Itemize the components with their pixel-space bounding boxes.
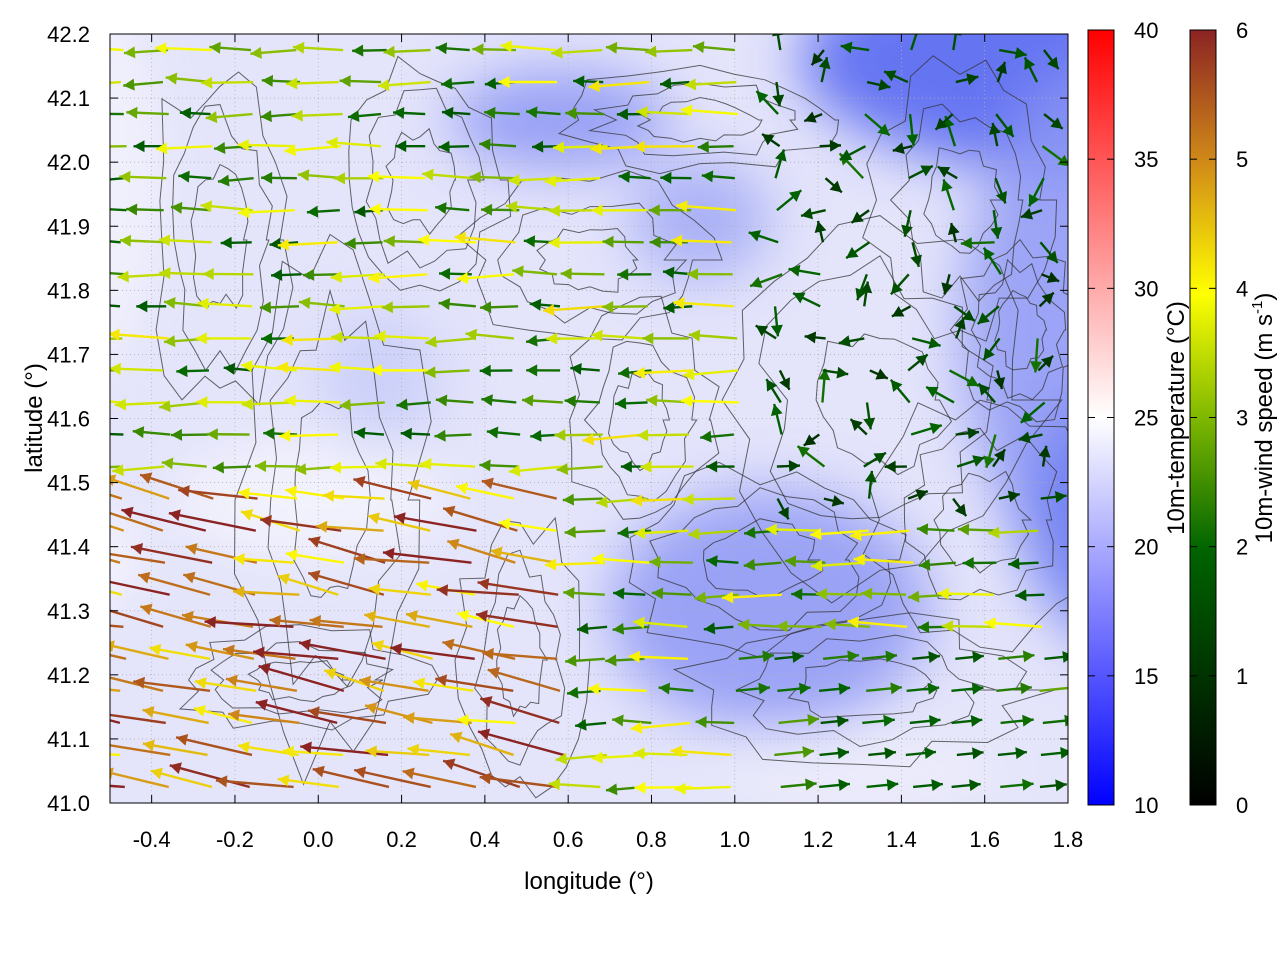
colorbar-tick-label: 20 [1134, 535, 1158, 560]
wind-arrow-head [38, 775, 49, 787]
x-axis-label: longitude (°) [524, 868, 654, 895]
y-tick-label: 41.5 [47, 471, 90, 496]
wind-arrow-head [94, 428, 105, 440]
x-tick-label: 1.6 [969, 827, 1000, 852]
colorbar-tick-label: 2 [1236, 535, 1248, 560]
wind-arrow-head [89, 235, 100, 247]
wind-arrow-head [86, 573, 98, 585]
y-tick-label: 42.1 [47, 86, 90, 111]
wind-arrow-head [89, 108, 100, 120]
x-tick-label: 0.4 [470, 827, 501, 852]
colorbar-tick-label: 15 [1134, 664, 1158, 689]
x-tick-label: 1.8 [1053, 827, 1084, 852]
wind-arrow-shaft [36, 701, 120, 723]
wind-arrow-head [1064, 715, 1076, 727]
wind-arrow-shaft [94, 433, 124, 434]
colorbar-tick-label: 3 [1236, 406, 1248, 431]
wind-arrow-head [911, 22, 922, 34]
y-tick-label: 41.9 [47, 214, 90, 239]
wind-arrow-head [57, 506, 69, 517]
temperature-patch [630, 160, 770, 280]
x-tick-label: 0.0 [303, 827, 334, 852]
temperature-patch [700, 740, 1020, 800]
colorbar-tick-label: 1 [1236, 664, 1248, 689]
wind-arrow-shaft [73, 338, 122, 339]
y-tick-label: 41.8 [47, 278, 90, 303]
wind-arrow-head [93, 203, 104, 215]
y-tick-label: 41.3 [47, 599, 90, 624]
colorbar-tick-label: 5 [1236, 147, 1248, 172]
wind-arrow-head [94, 174, 105, 186]
wind-arrow-head [62, 576, 74, 588]
x-tick-label: 0.2 [386, 827, 417, 852]
wind-arrow-head [92, 505, 104, 516]
x-tick-label: 1.4 [886, 827, 917, 852]
wind-arrow-head [88, 266, 99, 278]
colorbar-tick-label: 35 [1134, 147, 1158, 172]
y-tick-label: 41.0 [47, 791, 90, 816]
x-tick-label: 0.6 [553, 827, 584, 852]
x-tick-label: 1.0 [719, 827, 750, 852]
wind-arrow-head [54, 639, 66, 651]
temperature-patch [610, 490, 930, 730]
wind-arrow-head [97, 739, 109, 751]
colorbar-tick-label: 6 [1236, 18, 1248, 43]
y-tick-label: 41.6 [47, 407, 90, 432]
y-tick-label: 41.2 [47, 663, 90, 688]
temperature-patch [450, 70, 670, 170]
y-axis-label: latitude (°) [21, 363, 48, 473]
y-tick-label: 41.1 [47, 727, 90, 752]
y-tick-label: 41.7 [47, 342, 90, 367]
y-tick-label: 42.0 [47, 150, 90, 175]
wind-arrow-head [1070, 682, 1082, 694]
wind-colorbar-label: 10m-wind speed (m s-1) [1249, 293, 1278, 544]
y-tick-label: 42.2 [47, 22, 90, 47]
x-tick-label: -0.2 [216, 827, 254, 852]
x-tick-label: 0.8 [636, 827, 667, 852]
wind-arrow-head [92, 670, 104, 682]
wind-arrow-head [66, 393, 77, 405]
wind-arrow-shaft [81, 146, 127, 147]
colorbar-tick-label: 0 [1236, 793, 1248, 818]
colorbar-tick-label: 25 [1134, 406, 1158, 431]
wind-arrow-head [89, 547, 101, 559]
wind-arrow-head [772, 25, 784, 37]
wind-arrow-head [92, 299, 103, 311]
colorbar-tick-label: 40 [1134, 18, 1158, 43]
x-tick-label: -0.4 [133, 827, 171, 852]
colorbar-tick-label: 10 [1134, 793, 1158, 818]
temperature-colorbar-label: 10m-temperature (°C) [1163, 301, 1190, 535]
x-tick-label: 1.2 [803, 827, 834, 852]
colorbar-tick-label: 4 [1236, 276, 1248, 301]
wind-arrow-head [86, 707, 98, 719]
temperature-patch [320, 310, 440, 450]
colorbar-tick-label: 30 [1134, 276, 1158, 301]
y-tick-label: 41.4 [47, 535, 90, 560]
wind-arrow-head [36, 698, 48, 710]
